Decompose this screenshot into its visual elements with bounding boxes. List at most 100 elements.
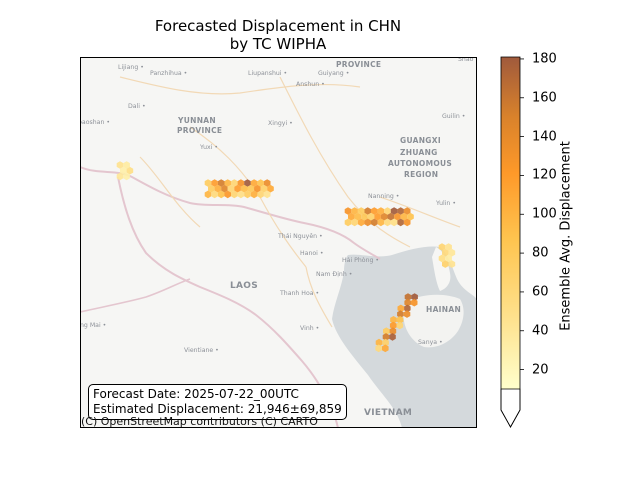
displacement-hex: [404, 293, 412, 301]
colorbar-tick-label: 60: [532, 284, 549, 300]
displacement-hex: [400, 212, 408, 221]
displacement-hex: [442, 260, 449, 268]
colorbar-extend-min: [500, 388, 521, 428]
place-label: AUTONOMOUS: [388, 159, 452, 168]
chart-title-line2: by TC WIPHA: [229, 35, 327, 53]
displacement-hex: [411, 293, 418, 301]
place-labels: Lijiang • Panzhihua • Liupanshui • Guiyang …: [80, 57, 477, 418]
displacement-hex: [237, 179, 245, 187]
place-label: GUANGXI: [400, 136, 441, 145]
displacement-hex: [351, 207, 358, 215]
displacement-hex: [404, 298, 411, 307]
displacement-hex: [267, 184, 274, 193]
displacement-hex: [254, 184, 261, 193]
estimated-displacement: Estimated Displacement: 21,946±69,859: [93, 402, 342, 416]
displacement-hex: [374, 212, 381, 221]
displacement-hex: [357, 207, 365, 215]
place-label: Liupanshui •: [248, 70, 287, 77]
displacement-hex: [384, 207, 391, 215]
displacement-hex: [231, 190, 238, 199]
displacement-hex: [390, 207, 398, 215]
displacement-hex: [257, 190, 264, 199]
displacement-hex: [123, 161, 130, 169]
displacement-hex: [211, 179, 218, 187]
displacement-hex: [126, 166, 134, 175]
place-label: ng Mai •: [80, 322, 106, 329]
displacement-hex: [407, 212, 414, 221]
displacement-hex: [438, 243, 446, 251]
place-label: Vinh •: [300, 325, 319, 332]
leizhou-peninsula: [432, 247, 451, 291]
place-label: Thanh Hoa •: [279, 290, 319, 297]
displacement-hex: [371, 218, 378, 227]
displacement-hex: [116, 161, 124, 169]
place-label: Nam Định •: [316, 271, 352, 278]
sea-area: [332, 246, 477, 428]
displacement-hex: [403, 207, 411, 215]
displacement-hex: [227, 184, 235, 193]
displacement-hex: [382, 344, 389, 353]
displacement-hex: [208, 184, 215, 193]
displacement-hex: [231, 179, 238, 187]
displacement-hex: [397, 218, 404, 227]
displacement-hex: [263, 190, 271, 199]
hex-layer: [116, 161, 456, 353]
displacement-hex: [217, 190, 225, 199]
place-label: HAINAN: [426, 305, 461, 314]
displacement-hex: [244, 190, 251, 199]
displacement-hex: [221, 184, 228, 193]
colorbar: [500, 56, 524, 428]
map-panel[interactable]: Lijiang • Panzhihua • Liupanshui • Guiyang …: [80, 57, 477, 428]
displacement-hex: [364, 218, 371, 227]
displacement-hex: [351, 218, 358, 227]
displacement-hex: [244, 179, 251, 187]
colorbar-tick-label: 160: [532, 90, 557, 106]
displacement-hex: [404, 304, 411, 313]
displacement-hex: [390, 316, 397, 324]
displacement-hex: [387, 212, 395, 221]
displacement-hex: [263, 179, 271, 187]
colorbar-gradient: [501, 57, 520, 389]
forecast-info-box: Forecast Date: 2025-07-22_00UTC Estimate…: [88, 384, 347, 420]
displacement-hex: [211, 190, 218, 199]
place-label: Lijiang •: [118, 64, 144, 71]
map-frame: [80, 57, 477, 428]
displacement-hex: [448, 248, 456, 257]
displacement-hex: [380, 212, 388, 221]
displacement-hex: [247, 184, 255, 193]
place-label: Yuxi •: [199, 144, 218, 151]
displacement-hex: [217, 179, 225, 187]
displacement-hex: [377, 218, 385, 227]
displacement-hex: [354, 212, 362, 221]
displacement-hex: [445, 254, 452, 263]
displacement-hex: [442, 248, 449, 257]
displacement-hex: [397, 304, 405, 313]
place-label: Anshun •: [296, 81, 325, 88]
place-label: Dali •: [128, 103, 146, 110]
displacement-hex: [403, 310, 411, 318]
displacement-hex: [384, 218, 391, 227]
forecast-date: Forecast Date: 2025-07-22_00UTC: [93, 387, 299, 401]
displacement-hex: [382, 333, 390, 341]
place-label: REGION: [404, 170, 438, 179]
displacement-hex: [260, 184, 268, 193]
place-label: LAOS: [230, 281, 258, 291]
displacement-hex: [445, 243, 452, 251]
displacement-hex: [237, 190, 245, 199]
displacement-hex: [396, 321, 404, 330]
displacement-hex: [371, 207, 378, 215]
displacement-hex: [448, 260, 456, 268]
map-attribution: (C) OpenStreetMap contributors (C) CARTO: [81, 415, 318, 428]
colorbar-tick-label: 140: [532, 129, 557, 145]
hainan-island: [403, 294, 464, 348]
displacement-hex: [257, 179, 264, 187]
border-china-vietnam: [80, 166, 381, 260]
displacement-hex: [123, 172, 130, 181]
place-label: Panzhihua •: [150, 70, 187, 77]
place-label: Hải Phòng •: [342, 256, 379, 264]
place-label: PROVINCE: [336, 60, 381, 69]
displacement-hex: [204, 190, 212, 199]
displacement-hex: [240, 184, 248, 193]
colorbar-tick-label: 40: [532, 323, 549, 339]
displacement-hex: [357, 218, 365, 227]
